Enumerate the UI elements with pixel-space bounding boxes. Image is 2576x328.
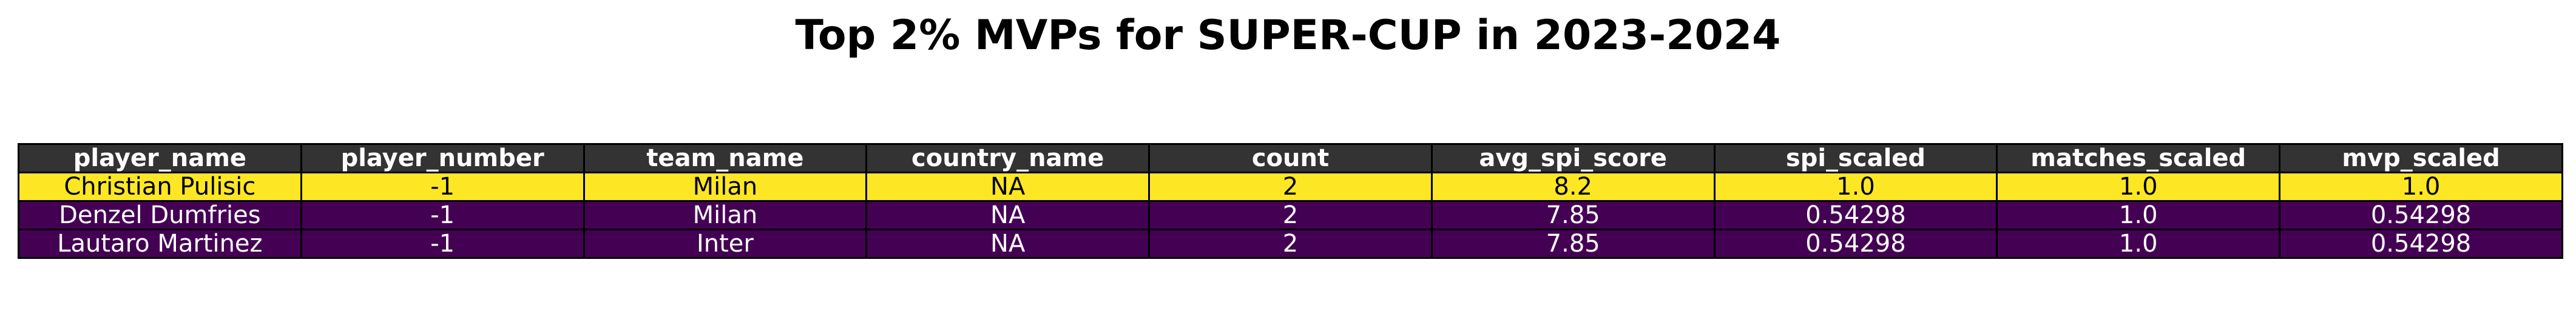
- table-cell: 7.85: [1430, 200, 1716, 230]
- header-cell: matches_scaled: [1996, 143, 2281, 173]
- header-cell: player_name: [18, 143, 302, 173]
- table-cell: 1.0: [1996, 229, 2281, 259]
- table-cell: Denzel Dumfries: [18, 200, 302, 230]
- table-cell: Lautaro Martinez: [18, 229, 302, 259]
- table-cell: NA: [865, 200, 1151, 230]
- header-cell: player_number: [300, 143, 585, 173]
- table-cell: 2: [1148, 200, 1433, 230]
- chart-title: Top 2% MVPs for SUPER-CUP in 2023-2024: [795, 12, 1781, 59]
- table-cell: 1.0: [1996, 200, 2281, 230]
- table-cell: 0.54298: [1713, 200, 1998, 230]
- table-cell: 0.54298: [1713, 229, 1998, 259]
- header-cell: team_name: [583, 143, 868, 173]
- table-cell: -1: [300, 172, 585, 202]
- table-cell: Christian Pulisic: [18, 172, 302, 202]
- header-cell: country_name: [865, 143, 1151, 173]
- mvp-table: player_name player_number team_name coun…: [18, 143, 2563, 259]
- table-row: Denzel Dumfries -1 Milan NA 2 7.85 0.542…: [18, 200, 2563, 230]
- table-cell: 1.0: [2279, 172, 2563, 202]
- table-cell: Milan: [583, 200, 868, 230]
- header-cell: mvp_scaled: [2279, 143, 2563, 173]
- table-cell: 2: [1148, 229, 1433, 259]
- table-cell: 2: [1148, 172, 1433, 202]
- table-cell: Milan: [583, 172, 868, 202]
- table-cell: 0.54298: [2279, 229, 2563, 259]
- table-cell: 0.54298: [2279, 200, 2563, 230]
- table-row: Christian Pulisic -1 Milan NA 2 8.2 1.0 …: [18, 172, 2563, 202]
- table-cell: 7.85: [1430, 229, 1716, 259]
- table-cell: NA: [865, 229, 1151, 259]
- table-cell: -1: [300, 200, 585, 230]
- table-row: Lautaro Martinez -1 Inter NA 2 7.85 0.54…: [18, 229, 2563, 259]
- table-cell: 1.0: [1713, 172, 1998, 202]
- table-cell: Inter: [583, 229, 868, 259]
- header-cell: count: [1148, 143, 1433, 173]
- header-cell: spi_scaled: [1713, 143, 1998, 173]
- table-cell: -1: [300, 229, 585, 259]
- table-cell: NA: [865, 172, 1151, 202]
- table-cell: 1.0: [1996, 172, 2281, 202]
- table-cell: 8.2: [1430, 172, 1716, 202]
- header-row: player_name player_number team_name coun…: [18, 143, 2563, 173]
- header-cell: avg_spi_score: [1430, 143, 1716, 173]
- mvp-table-container: player_name player_number team_name coun…: [18, 143, 2563, 259]
